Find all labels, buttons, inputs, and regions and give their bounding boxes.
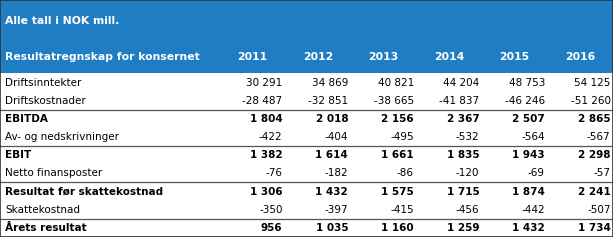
Bar [0,41,613,73]
Text: -397: -397 [324,205,348,215]
Text: 1 575: 1 575 [381,187,414,196]
Text: 2 507: 2 507 [512,114,545,124]
Text: 1 734: 1 734 [577,223,611,233]
Text: Resultat før skattekostnad: Resultat før skattekostnad [5,187,163,196]
Text: 44 204: 44 204 [443,77,479,87]
Text: -69: -69 [528,169,545,178]
Text: Driftsinntekter: Driftsinntekter [5,77,82,87]
Text: 956: 956 [261,223,283,233]
Text: Driftskostnader: Driftskostnader [5,96,86,106]
Text: 2 241: 2 241 [578,187,611,196]
Text: -442: -442 [521,205,545,215]
Text: 1 943: 1 943 [512,150,545,160]
Text: 2014: 2014 [434,52,464,63]
Text: -564: -564 [521,132,545,142]
Text: -495: -495 [390,132,414,142]
Text: 2015: 2015 [500,52,530,63]
Text: Netto finansposter: Netto finansposter [5,169,102,178]
Text: -76: -76 [265,169,283,178]
Text: 2 018: 2 018 [316,114,348,124]
Text: EBIT: EBIT [5,150,31,160]
Text: EBITDA: EBITDA [5,114,48,124]
Text: 1 432: 1 432 [316,187,348,196]
Text: -51 260: -51 260 [571,96,611,106]
Bar [0,164,613,182]
Text: Skattekostnad: Skattekostnad [5,205,80,215]
Text: -41 837: -41 837 [440,96,479,106]
Text: 2 367: 2 367 [447,114,479,124]
Text: 2 156: 2 156 [381,114,414,124]
Text: 2012: 2012 [303,52,333,63]
Text: 2013: 2013 [368,52,398,63]
Text: -28 487: -28 487 [243,96,283,106]
Text: 1 715: 1 715 [447,187,479,196]
Bar [0,110,613,128]
Text: 1 035: 1 035 [316,223,348,233]
Text: -57: -57 [593,169,611,178]
Text: -567: -567 [587,132,611,142]
Text: -532: -532 [455,132,479,142]
Text: 1 432: 1 432 [512,223,545,233]
Text: -422: -422 [259,132,283,142]
Text: 1 382: 1 382 [250,150,283,160]
Text: -404: -404 [325,132,348,142]
Text: -46 246: -46 246 [505,96,545,106]
Text: -38 665: -38 665 [374,96,414,106]
Text: 1 306: 1 306 [250,187,283,196]
Text: 1 874: 1 874 [512,187,545,196]
Text: 2016: 2016 [565,52,595,63]
Text: Alle tall i NOK mill.: Alle tall i NOK mill. [5,16,120,26]
Text: 2 298: 2 298 [578,150,611,160]
Text: -415: -415 [390,205,414,215]
Bar [0,73,613,92]
Text: 40 821: 40 821 [378,77,414,87]
Text: 2011: 2011 [237,52,267,63]
Bar [0,219,613,237]
Text: Årets resultat: Årets resultat [5,223,86,233]
Text: 1 614: 1 614 [316,150,348,160]
Text: 1 804: 1 804 [250,114,283,124]
Text: Resultatregnskap for konsernet: Resultatregnskap for konsernet [5,52,200,63]
Text: -86: -86 [397,169,414,178]
Bar [0,182,613,201]
Text: 1 160: 1 160 [381,223,414,233]
Text: 1 259: 1 259 [447,223,479,233]
Text: -456: -456 [455,205,479,215]
Bar [0,146,613,164]
Text: 30 291: 30 291 [246,77,283,87]
Text: 48 753: 48 753 [509,77,545,87]
Text: 1 835: 1 835 [447,150,479,160]
Text: -120: -120 [456,169,479,178]
Text: -350: -350 [259,205,283,215]
Text: 1 661: 1 661 [381,150,414,160]
Bar [0,92,613,110]
Bar [0,201,613,219]
Text: Av- og nedskrivninger: Av- og nedskrivninger [5,132,119,142]
Bar [0,0,613,41]
Text: -507: -507 [587,205,611,215]
Bar [0,128,613,146]
Text: 34 869: 34 869 [312,77,348,87]
Text: -32 851: -32 851 [308,96,348,106]
Text: 54 125: 54 125 [574,77,611,87]
Text: 2 865: 2 865 [578,114,611,124]
Text: -182: -182 [324,169,348,178]
